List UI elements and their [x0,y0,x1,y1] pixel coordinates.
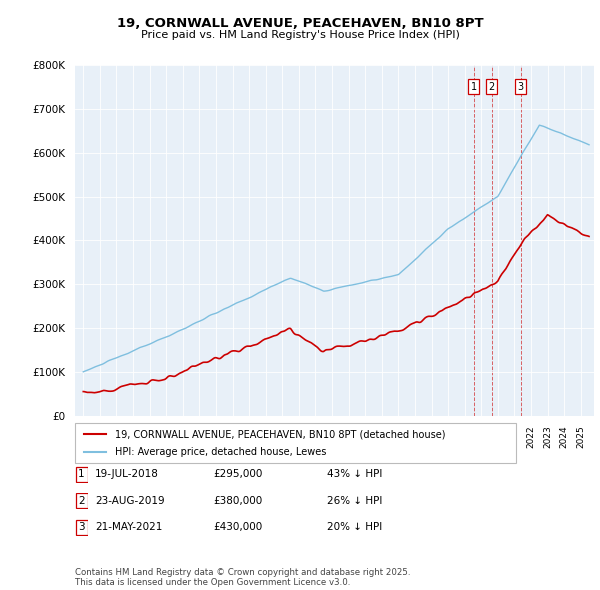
Text: 2: 2 [78,496,85,506]
Text: 21-MAY-2021: 21-MAY-2021 [95,523,162,532]
Text: 26% ↓ HPI: 26% ↓ HPI [327,496,382,506]
Text: 3: 3 [518,82,524,92]
Text: 43% ↓ HPI: 43% ↓ HPI [327,470,382,479]
Text: 20% ↓ HPI: 20% ↓ HPI [327,523,382,532]
FancyBboxPatch shape [76,467,88,482]
Text: Price paid vs. HM Land Registry's House Price Index (HPI): Price paid vs. HM Land Registry's House … [140,31,460,40]
Text: HPI: Average price, detached house, Lewes: HPI: Average price, detached house, Lewe… [115,447,326,457]
Text: 2: 2 [489,82,495,92]
Text: 19, CORNWALL AVENUE, PEACEHAVEN, BN10 8PT (detached house): 19, CORNWALL AVENUE, PEACEHAVEN, BN10 8P… [115,430,445,440]
Text: £430,000: £430,000 [213,523,262,532]
Text: 1: 1 [78,470,85,479]
Text: 1: 1 [470,82,476,92]
FancyBboxPatch shape [76,520,88,535]
FancyBboxPatch shape [76,493,88,509]
Text: 23-AUG-2019: 23-AUG-2019 [95,496,164,506]
Text: £380,000: £380,000 [213,496,262,506]
Text: 19-JUL-2018: 19-JUL-2018 [95,470,158,479]
Text: £295,000: £295,000 [213,470,262,479]
Text: 3: 3 [78,523,85,532]
Text: Contains HM Land Registry data © Crown copyright and database right 2025.
This d: Contains HM Land Registry data © Crown c… [75,568,410,587]
Text: 19, CORNWALL AVENUE, PEACEHAVEN, BN10 8PT: 19, CORNWALL AVENUE, PEACEHAVEN, BN10 8P… [116,17,484,30]
FancyBboxPatch shape [75,423,516,463]
